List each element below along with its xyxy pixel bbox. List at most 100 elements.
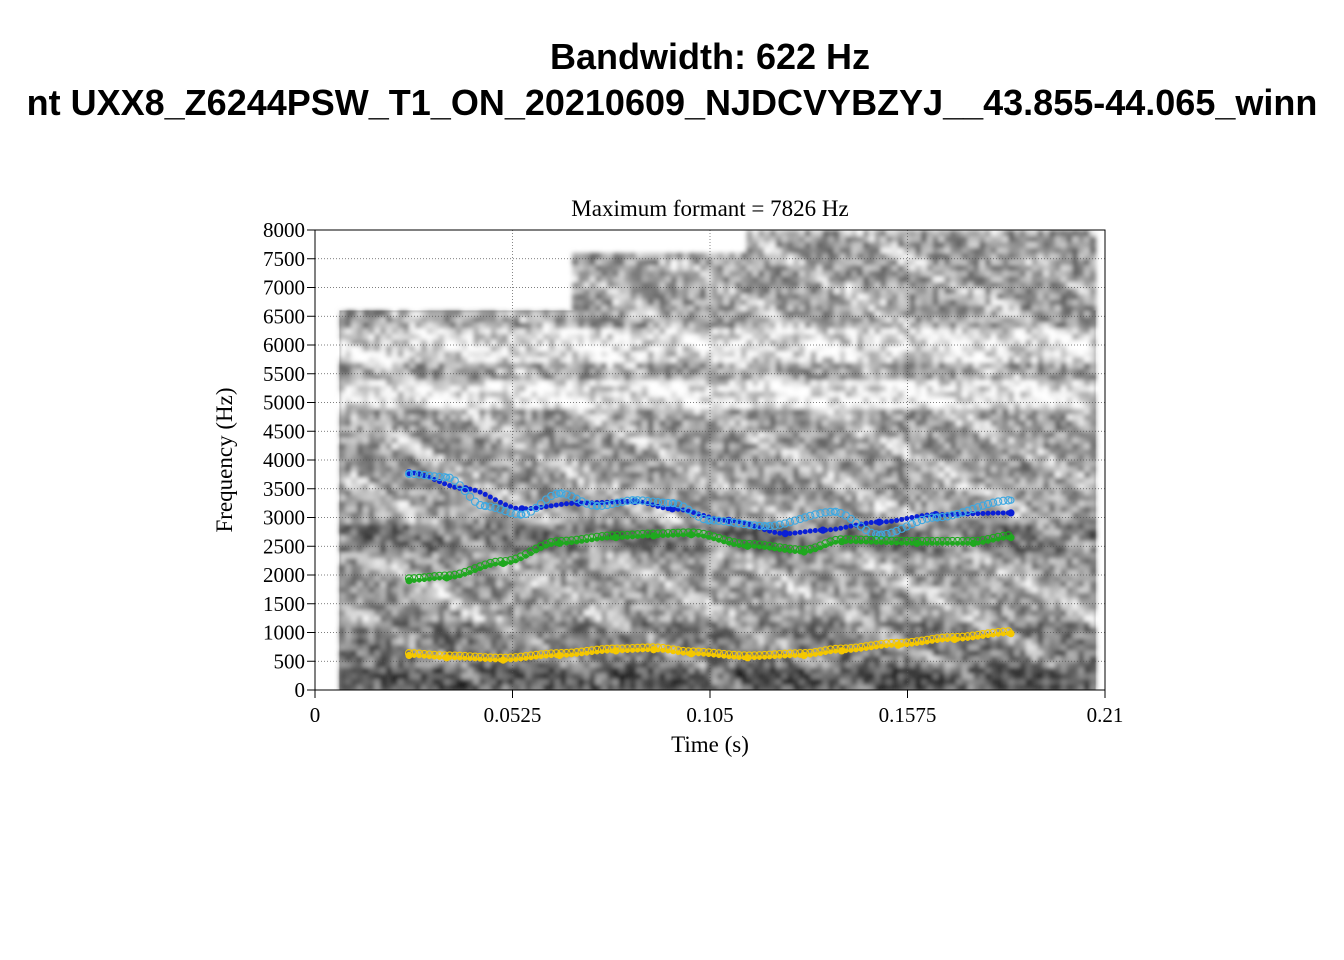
formant-dot [897,524,906,533]
formant-dot [492,561,498,567]
formant-dot [963,506,972,515]
formant-dot [995,536,1001,542]
formant-dot [965,636,971,642]
formant-dot [440,473,449,482]
formant-dot [883,519,889,525]
formant-dot [587,501,597,510]
formant-dot [518,656,524,662]
formant-dot [450,476,459,485]
y-tick-label: 500 [274,649,306,673]
formant-dot [914,514,920,520]
formant-dot [521,509,531,519]
formant-dot [828,541,833,547]
formant-dot [735,519,744,528]
formant-dot [833,526,839,532]
formant-dot [802,529,808,535]
formant-dot [523,656,529,661]
formant-dot [528,551,534,557]
formant-dot [812,528,818,534]
formant-dot [933,513,942,522]
formant-dot [953,509,962,519]
formant-dot [432,576,437,581]
formant-series-2 [404,469,1015,539]
formant-dot [807,548,813,554]
formant-dot [558,501,564,507]
formant-dot [674,500,683,509]
chart-title-file: nt UXX8_Z6244PSW_T1_ON_20210609_NJDCVYBZ… [0,82,1344,124]
formant-dot [838,525,844,531]
formant-dot [518,556,524,562]
formant-dot [442,481,448,487]
x-axis-title: Time (s) [671,732,749,757]
formant-dot [452,574,458,580]
formant-dot [999,496,1008,505]
formant-dot [564,540,569,546]
formant-dot [508,560,514,565]
formant-dot [848,523,854,529]
formant-dot [719,517,729,526]
formant-dot [975,511,981,517]
formant-dot [973,503,982,512]
formant-dot [884,643,889,649]
formant-dot [491,503,500,512]
formant-dot [755,521,764,531]
formant-dot [486,502,495,511]
formant-dot [968,504,977,514]
chart-title: Bandwidth: 622 Hz [549,36,871,77]
y-axis-title: Frequency (Hz) [212,388,237,533]
formant-series-3 [404,528,1015,585]
formant-dot [990,537,996,543]
formant-dot [836,508,845,518]
formant-dot [914,641,920,647]
formant-dot [548,542,554,547]
formant-dot [948,511,957,520]
formant-dot [821,508,830,517]
formant-dot [533,505,539,511]
formant-dot [704,516,713,525]
formant-dot [868,520,874,526]
formant-dot [807,528,813,534]
formant-dot [975,634,981,640]
formant-dot [878,643,884,649]
formant-dot [513,657,519,662]
formant-dot [1005,535,1011,541]
y-tick-label: 8000 [263,218,305,242]
formant-dot [511,509,520,519]
formant-dot [492,497,498,503]
formant-dot [668,498,678,508]
x-tick-label: 0.1575 [879,703,937,727]
formant-dot [699,514,708,524]
formant-dot [828,649,833,655]
formant-dot [633,496,642,505]
y-tick-label: 4500 [263,419,305,443]
formant-dot [481,501,490,511]
formant-dot [518,506,524,512]
formant-dot [863,646,869,651]
formant-dot [477,566,483,572]
y-tick-label: 7000 [263,276,305,300]
formant-dot [531,503,541,513]
formant-dot [462,571,468,577]
formant-dot [538,546,544,551]
y-tick-label: 0 [295,678,306,702]
x-tick-label: 0 [310,703,321,727]
y-tick-label: 4000 [263,448,305,472]
formant-dot [658,498,668,507]
formant-dot [899,517,905,523]
formant-dot [482,564,488,570]
formant-dot [780,519,790,528]
formant-dot [792,530,798,536]
formant-dot [980,634,986,639]
formant-dot [594,649,600,655]
y-tick-label: 1000 [263,621,305,645]
formant-dot [599,649,605,655]
formant-dot [513,558,519,564]
formant-dot [760,521,769,531]
formant-dot [447,483,453,489]
formant-dot [873,644,879,650]
formant-dot [787,530,793,536]
formant-dot [934,638,940,644]
formant-dot [917,515,927,525]
formant-dot [970,635,976,641]
formant-dot [653,498,663,507]
